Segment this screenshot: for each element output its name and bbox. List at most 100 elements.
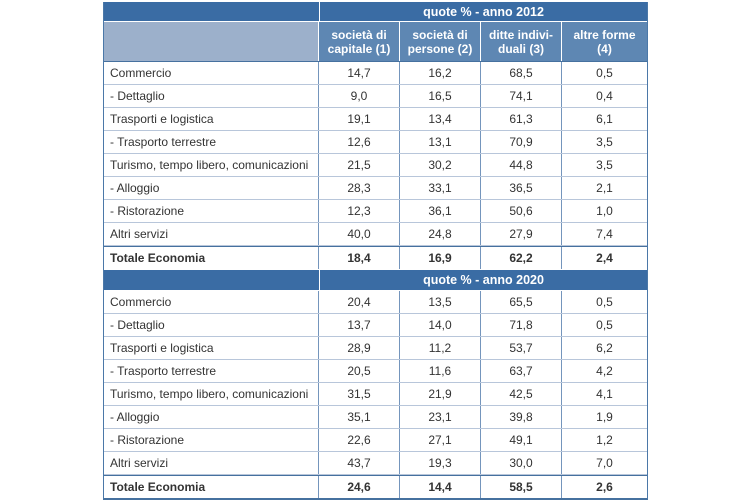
row-label: Turismo, tempo libero, comunicazioni	[104, 154, 319, 176]
value-cell: 6,1	[596, 112, 613, 126]
value-cell: 16,2	[400, 62, 481, 84]
column-header: altre forme (4)	[562, 22, 647, 61]
value-cell: 2,6	[596, 480, 613, 494]
row-label: Altri servizi	[104, 452, 319, 474]
row-label: - Alloggio	[104, 406, 319, 428]
row-label: - Trasporto terrestre	[104, 360, 319, 382]
value-cell: 49,1	[481, 429, 562, 451]
value-cell: 14,0	[400, 314, 481, 336]
value-cell: 27,1	[400, 429, 481, 451]
value-cell: 33,1	[400, 177, 481, 199]
value-cell: 28,3	[319, 177, 400, 199]
value-cell: 11,2	[400, 337, 481, 359]
row-label: Altri servizi	[104, 223, 319, 245]
table-row: Commercio 14,7 16,2 68,5 0,5	[104, 62, 647, 85]
row-label: Trasporti e logistica	[104, 108, 319, 130]
value-cell: 3,5	[596, 135, 613, 149]
value-cell: 22,6	[319, 429, 400, 451]
table-row: - Dettaglio 13,7 14,0 71,8 0,5	[104, 314, 647, 337]
table-row: - Alloggio 28,3 33,1 36,5 2,1	[104, 177, 647, 200]
value-cell: 62,2	[481, 247, 562, 269]
value-cell: 2,4	[596, 251, 613, 265]
value-cell: 20,5	[319, 360, 400, 382]
value-cell: 44,8	[481, 154, 562, 176]
row-label: - Alloggio	[104, 177, 319, 199]
column-header-row: società di capitale (1) società di person…	[104, 22, 647, 62]
table-row: Trasporti e logistica 19,1 13,4 61,3 6,1	[104, 108, 647, 131]
value-cell: 1,9	[596, 410, 613, 424]
value-cell: 16,5	[400, 85, 481, 107]
table-row: Totale Economia 18,4 16,9 62,2 2,4	[104, 246, 647, 269]
table-row: Totale Economia 24,6 14,4 58,5 2,6	[104, 475, 647, 498]
value-cell: 13,4	[400, 108, 481, 130]
value-cell: 9,0	[319, 85, 400, 107]
value-cell: 30,0	[481, 452, 562, 474]
band-title: quote % - anno 2012	[423, 4, 544, 19]
header-stub-cell	[104, 22, 319, 61]
column-header: società di capitale (1)	[319, 22, 400, 61]
value-cell: 12,6	[319, 131, 400, 153]
column-header: ditte indivi- duali (3)	[481, 22, 562, 61]
year-band-row: quote % - anno 2012	[104, 2, 647, 22]
value-cell: 11,6	[400, 360, 481, 382]
value-cell: 1,0	[596, 204, 613, 218]
value-cell: 53,7	[481, 337, 562, 359]
value-cell: 30,2	[400, 154, 481, 176]
value-cell: 31,5	[319, 383, 400, 405]
value-cell: 21,9	[400, 383, 481, 405]
value-cell: 0,5	[596, 66, 613, 80]
value-cell: 21,5	[319, 154, 400, 176]
value-cell: 20,4	[319, 291, 400, 313]
row-label: - Ristorazione	[104, 200, 319, 222]
value-cell: 65,5	[481, 291, 562, 313]
value-cell: 7,4	[596, 227, 613, 241]
value-cell: 18,4	[319, 247, 400, 269]
value-cell: 1,2	[596, 433, 613, 447]
value-cell: 28,9	[319, 337, 400, 359]
value-cell: 36,1	[400, 200, 481, 222]
value-cell: 0,5	[596, 318, 613, 332]
table-row: - Ristorazione 12,3 36,1 50,6 1,0	[104, 200, 647, 223]
value-cell: 42,5	[481, 383, 562, 405]
value-cell: 2,1	[596, 181, 613, 195]
quotes-by-legal-form-table: quote % - anno 2012 società di capitale (…	[103, 2, 648, 500]
table-row: - Trasporto terrestre 12,6 13,1 70,9 3,5	[104, 131, 647, 154]
table-row: Altri servizi 40,0 24,8 27,9 7,4	[104, 223, 647, 246]
band-stub-cell	[104, 2, 320, 21]
table-row: - Trasporto terrestre 20,5 11,6 63,7 4,2	[104, 360, 647, 383]
table-row: Commercio 20,4 13,5 65,5 0,5	[104, 291, 647, 314]
band-title: quote % - anno 2020	[423, 273, 544, 287]
table-row: Altri servizi 43,7 19,3 30,0 7,0	[104, 452, 647, 475]
value-cell: 24,6	[319, 476, 400, 498]
table-row: - Alloggio 35,1 23,1 39,8 1,9	[104, 406, 647, 429]
table-row: Turismo, tempo libero, comunicazioni 21,5…	[104, 154, 647, 177]
value-cell: 19,1	[319, 108, 400, 130]
band-stub-cell	[104, 270, 320, 290]
value-cell: 4,1	[596, 387, 613, 401]
value-cell: 7,0	[596, 456, 613, 470]
value-cell: 13,5	[400, 291, 481, 313]
row-label: Trasporti e logistica	[104, 337, 319, 359]
table-row: - Dettaglio 9,0 16,5 74,1 0,4	[104, 85, 647, 108]
row-label: Totale Economia	[104, 247, 319, 269]
value-cell: 50,6	[481, 200, 562, 222]
value-cell: 6,2	[596, 341, 613, 355]
value-cell: 61,3	[481, 108, 562, 130]
value-cell: 70,9	[481, 131, 562, 153]
value-cell: 24,8	[400, 223, 481, 245]
value-cell: 23,1	[400, 406, 481, 428]
value-cell: 58,5	[481, 476, 562, 498]
value-cell: 0,4	[596, 89, 613, 103]
value-cell: 13,1	[400, 131, 481, 153]
value-cell: 27,9	[481, 223, 562, 245]
value-cell: 40,0	[319, 223, 400, 245]
value-cell: 74,1	[481, 85, 562, 107]
value-cell: 12,3	[319, 200, 400, 222]
value-cell: 39,8	[481, 406, 562, 428]
value-cell: 63,7	[481, 360, 562, 382]
value-cell: 14,4	[400, 476, 481, 498]
value-cell: 19,3	[400, 452, 481, 474]
value-cell: 16,9	[400, 247, 481, 269]
value-cell: 68,5	[481, 62, 562, 84]
row-label: Turismo, tempo libero, comunicazioni	[104, 383, 319, 405]
